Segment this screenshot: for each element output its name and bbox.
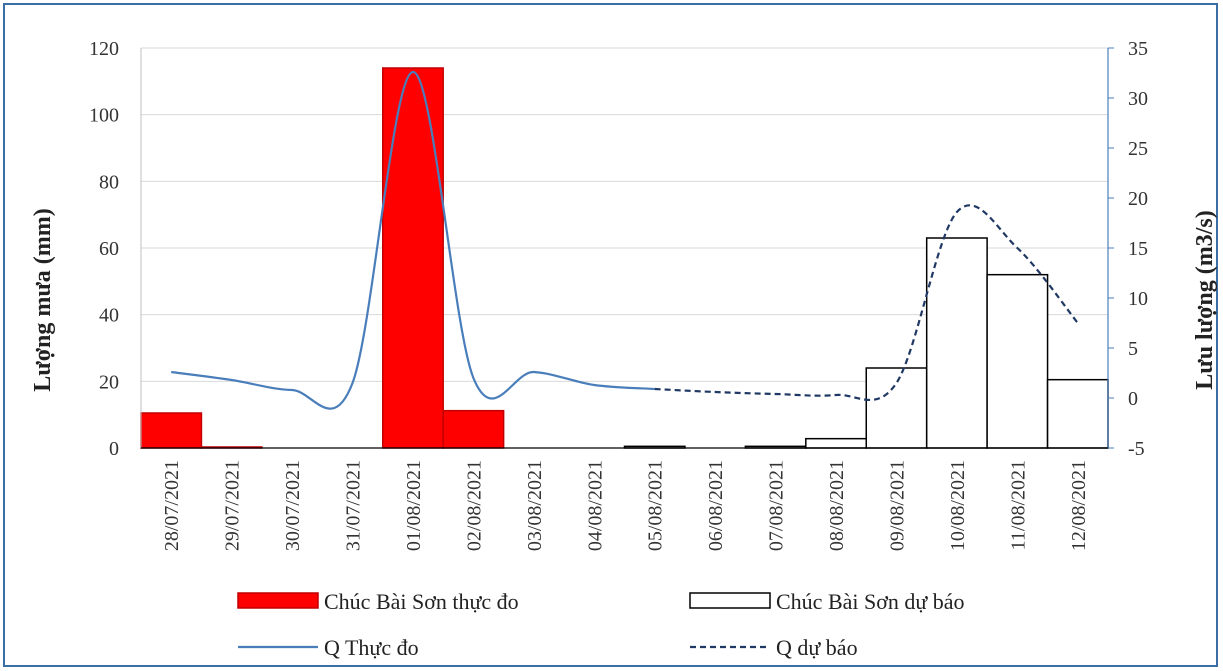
x-tick-label: 09/08/2021 <box>886 460 908 551</box>
y-tick-label: 20 <box>99 371 119 393</box>
bar <box>382 67 444 449</box>
y-axis-title: Lượng mưa (mm) <box>30 208 56 391</box>
x-tick-label: 02/08/2021 <box>463 460 485 551</box>
x-tick-label: 05/08/2021 <box>645 460 667 551</box>
y-tick-label: 120 <box>89 38 119 60</box>
y2-tick-label: 35 <box>1128 38 1148 60</box>
y2-axis-title: Lưu lượng (m3/s) <box>1192 210 1218 389</box>
y-tick-label: 100 <box>89 105 119 127</box>
observed-discharge-line <box>171 70 655 410</box>
bar <box>865 367 928 449</box>
x-tick-label: 12/08/2021 <box>1068 460 1090 551</box>
y-tick-label: 60 <box>99 238 119 260</box>
x-tick-label: 11/08/2021 <box>1007 460 1029 550</box>
x-tick-label: 04/08/2021 <box>584 460 606 551</box>
legend-label: Q dự báo <box>776 635 858 660</box>
bar <box>805 437 867 449</box>
bar <box>925 237 988 449</box>
legend-label: Chúc Bài Sơn thực đo <box>324 589 519 614</box>
x-tick-label: 28/07/2021 <box>161 460 183 551</box>
bar <box>442 409 505 449</box>
y2-tick-label: 30 <box>1128 88 1148 110</box>
bar <box>986 273 1049 449</box>
legend-swatch <box>689 592 771 609</box>
y2-tick-label: 10 <box>1128 288 1148 310</box>
bar <box>140 412 203 449</box>
x-tick-label: 29/07/2021 <box>222 460 244 551</box>
x-tick-label: 30/07/2021 <box>282 460 304 551</box>
bar <box>1046 378 1109 449</box>
y-tick-label: 80 <box>99 171 119 193</box>
y-tick-label: 0 <box>109 438 119 460</box>
forecast-discharge-line <box>654 204 1079 401</box>
y2-tick-label: 20 <box>1128 188 1148 210</box>
x-tick-label: 03/08/2021 <box>524 460 546 551</box>
x-tick-label: 08/08/2021 <box>826 460 848 551</box>
y2-tick-label: 0 <box>1128 388 1138 410</box>
y2-tick-label: -5 <box>1128 438 1145 460</box>
legend-label: Q Thực đo <box>324 635 419 660</box>
x-tick-label: 10/08/2021 <box>947 460 969 551</box>
x-tick-label: 06/08/2021 <box>705 460 727 551</box>
y-tick-label: 40 <box>99 305 119 327</box>
legend-label: Chúc Bài Sơn dự báo <box>776 589 965 614</box>
x-tick-label: 01/08/2021 <box>403 460 425 551</box>
y2-tick-label: 15 <box>1128 238 1148 260</box>
legend-swatch <box>237 592 319 609</box>
y2-tick-label: 5 <box>1128 338 1138 360</box>
x-tick-label: 07/08/2021 <box>766 460 788 551</box>
y2-tick-label: 25 <box>1128 138 1148 160</box>
x-tick-label: 31/07/2021 <box>343 460 365 551</box>
